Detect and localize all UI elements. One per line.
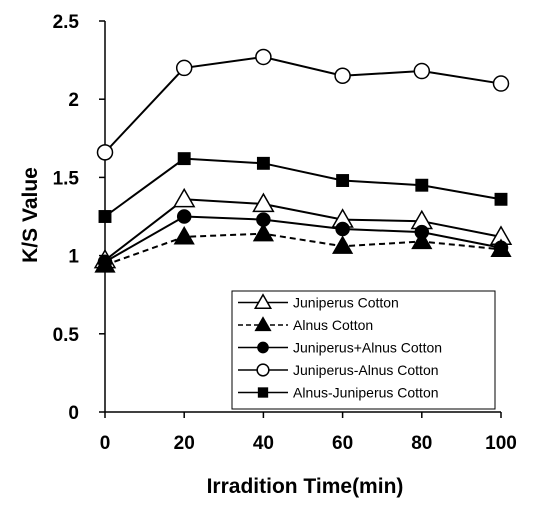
legend-item: Juniperus Cotton [238,293,399,311]
series-line [104,55,502,154]
y-tick-label: 0 [68,403,79,424]
legend-marker [254,316,272,332]
legend-box [231,290,496,410]
x-tick-label: 0 [100,433,111,454]
legend-label: Juniperus Cotton [293,295,399,311]
data-point [252,192,275,213]
legend: Juniperus Cotton Alnus Cotton Juniperus+Al… [231,290,496,410]
data-point [414,224,430,240]
data-point [332,235,354,254]
data-point [176,209,192,224]
data-point [252,222,274,242]
data-point [334,67,351,84]
data-point [96,144,114,161]
data-point [493,240,509,256]
axes: 0 0.5 1 1.5 2 2.5 0 20 40 60 80 100 [53,12,517,454]
x-tick-label: 20 [174,433,195,454]
data-point [256,156,270,170]
legend-item: Alnus Cotton [238,316,373,333]
legend-item: Juniperus-Alnus Cotton [238,362,439,378]
x-tick-label: 40 [253,433,274,454]
data-point [336,174,350,187]
series-line [104,232,502,266]
x-tick-label: 100 [485,433,517,454]
legend-marker [257,341,269,354]
legend-marker [256,363,270,377]
legend-item: Alnus-Juniperus Cotton [238,385,439,401]
legend-label: Juniperus-Alnus Cotton [293,362,439,378]
legend-marker [257,387,269,398]
legend-label: Alnus Cotton [293,317,373,333]
legend-label: Alnus-Juniperus Cotton [293,385,439,401]
data-point [415,178,429,192]
y-axis-title: K/S Value [19,167,42,263]
series-layer [93,48,513,273]
data-point [175,59,193,77]
legend-marker [253,293,273,309]
data-point [256,212,271,227]
data-point [177,152,191,166]
series-alnus-juniperus-cotton [98,152,508,223]
y-tick-label: 1 [68,247,79,268]
y-tick-label: 0.5 [53,325,80,346]
series-line [104,198,502,262]
data-point [173,226,195,245]
data-point [335,221,350,237]
series-line [104,157,502,218]
data-point [492,75,510,92]
data-point [411,230,433,250]
data-point [98,210,112,223]
y-tick-label: 1.5 [53,168,80,189]
y-tick-label: 2 [68,90,79,111]
series-juniperus-cotton [93,187,513,269]
data-point [255,48,272,66]
legend-label: Juniperus+Alnus Cotton [293,340,442,356]
data-point [172,187,196,208]
series-juniperus-alnus-cotton [96,48,510,161]
x-axis-title: Irradition Time(min) [207,475,404,498]
series-juniperus-alnus-cotton [97,209,509,270]
x-tick-label: 60 [332,433,353,454]
data-point [413,62,431,80]
data-point [97,254,113,270]
legend-item: Juniperus+Alnus Cotton [238,340,442,356]
series-line [104,215,502,263]
y-tick-label: 2.5 [53,12,80,33]
x-tick-label: 80 [411,433,432,454]
data-point [494,192,508,206]
